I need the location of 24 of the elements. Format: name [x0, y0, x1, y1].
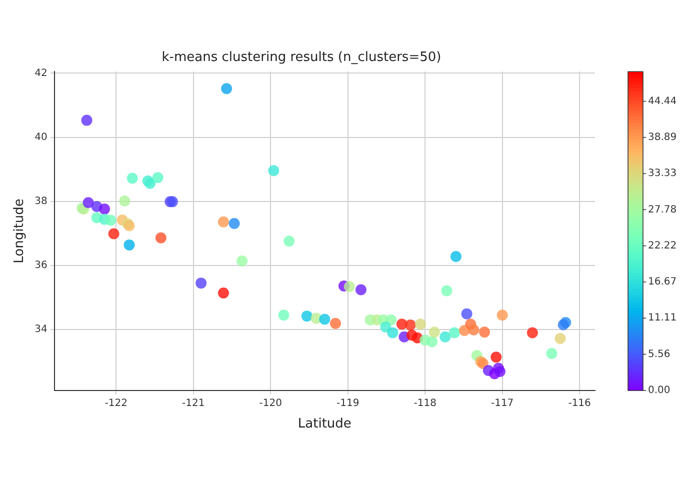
x-tick-label: -119	[336, 398, 360, 409]
color-bar-label: 44.44	[648, 96, 677, 107]
color-bar-label: 16.67	[648, 276, 677, 288]
color-bar-label: 27.78	[648, 204, 677, 216]
y-tick-label: 42	[34, 68, 48, 79]
y-tick-label: 40	[34, 132, 48, 143]
x-tick-label: -122	[104, 398, 128, 409]
color-bar-label: 0.00	[648, 384, 670, 396]
x-tick-label: -120	[259, 398, 282, 409]
x-tick-label: -121	[182, 398, 205, 409]
x-axis-title: Latitude	[298, 416, 352, 432]
color-bar-label: 22.22	[648, 240, 677, 252]
y-tick-label: 38	[34, 196, 48, 207]
y-axis-title: Longitude	[12, 198, 28, 264]
y-tick-label: 34	[34, 324, 48, 336]
color-bar-label: 33.33	[648, 168, 677, 180]
x-tick-label: -117	[490, 398, 514, 409]
color-bar-label: 11.11	[648, 312, 677, 324]
y-tick-label: 36	[34, 260, 48, 272]
x-tick-label: -116	[568, 398, 591, 409]
color-bar-label: 38.89	[648, 132, 677, 143]
x-tick-label: -118	[414, 398, 436, 409]
color-bar-label: 5.56	[648, 348, 670, 360]
chart-title: k-means clustering results (n_clusters=50)	[162, 50, 442, 66]
